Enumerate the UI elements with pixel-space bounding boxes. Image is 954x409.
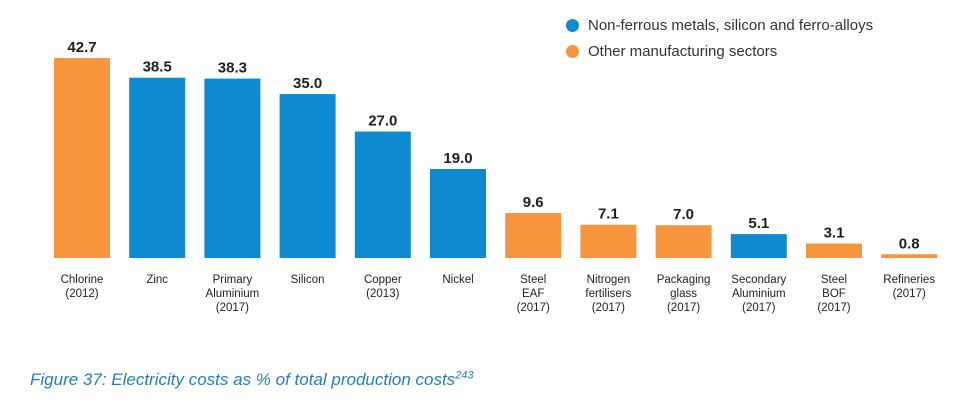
legend: Non-ferrous metals, silicon and ferro-al… <box>566 12 873 64</box>
legend-swatch-non-ferrous <box>566 18 579 32</box>
legend-item-other: Other manufacturing sectors <box>566 38 873 64</box>
category-label-9: Secondary Aluminium (2017) <box>731 274 786 314</box>
value-label-4: 27.0 <box>368 113 397 130</box>
category-label-4: Copper (2013) <box>364 274 402 300</box>
bar-3 <box>279 94 336 258</box>
value-label-11: 0.8 <box>899 235 920 252</box>
category-label-2: Primary Aluminium (2017) <box>206 274 260 314</box>
category-label-11: Refineries (2017) <box>883 274 935 300</box>
caption-reference: 243 <box>455 369 474 382</box>
category-label-1: Zinc <box>146 274 168 286</box>
value-label-8: 7.0 <box>673 206 694 223</box>
bar-1 <box>129 77 186 258</box>
value-label-7: 7.1 <box>598 206 619 223</box>
value-label-5: 19.0 <box>443 150 472 167</box>
value-label-1: 38.5 <box>143 59 172 76</box>
category-labels-group: Chlorine (2012) Zinc Primary Aluminium (2017)… <box>61 274 936 314</box>
value-label-0: 42.7 <box>67 39 96 56</box>
value-label-9: 5.1 <box>748 215 769 232</box>
category-label-7: Nitrogen fertilisers (2017) <box>585 274 631 314</box>
category-label-0: Chlorine (2012) <box>61 274 104 300</box>
caption-text: Figure 37: Electricity costs as % of tot… <box>30 370 456 389</box>
value-label-2: 38.3 <box>218 60 247 77</box>
legend-swatch-other <box>566 44 579 58</box>
legend-label-other: Other manufacturing sectors <box>588 42 778 60</box>
value-label-6: 9.6 <box>523 194 544 211</box>
category-label-5: Nickel <box>442 274 473 286</box>
value-label-3: 35.0 <box>293 75 322 92</box>
category-label-10: Steel BOF (2017) <box>817 274 850 314</box>
legend-label-non-ferrous: Non-ferrous metals, silicon and ferro-al… <box>588 16 874 34</box>
value-labels-group: 42.7 38.5 38.3 35.0 27.0 19.0 9.6 7.1 7.0 5.1 3.1 0… <box>67 39 919 252</box>
bar-6 <box>505 213 562 258</box>
bar-4 <box>354 131 411 258</box>
bar-5 <box>430 169 486 258</box>
bar-11 <box>881 254 938 258</box>
bars-group <box>54 58 938 258</box>
bar-8 <box>655 225 712 258</box>
figure-caption: Figure 37: Electricity costs as % of tot… <box>30 370 474 390</box>
legend-item-non-ferrous: Non-ferrous metals, silicon and ferro-al… <box>566 12 873 38</box>
bar-0 <box>54 58 110 258</box>
bar-9 <box>730 234 787 258</box>
value-label-10: 3.1 <box>824 224 845 241</box>
category-label-3: Silicon <box>291 274 325 286</box>
bar-10 <box>806 243 862 258</box>
bar-7 <box>580 224 637 258</box>
category-label-8: Packaging glass (2017) <box>657 274 711 314</box>
category-label-6: Steel EAF (2017) <box>517 274 550 314</box>
bar-2 <box>204 78 261 258</box>
